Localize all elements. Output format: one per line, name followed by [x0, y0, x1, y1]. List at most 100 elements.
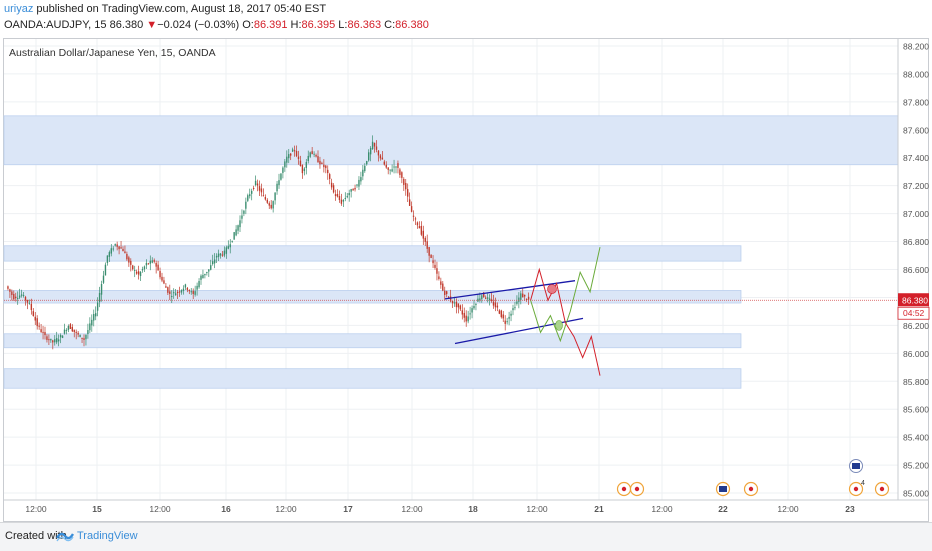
candle-body — [379, 155, 382, 159]
chart-frame[interactable] — [3, 38, 929, 522]
candle-body — [73, 329, 75, 333]
candle-body — [286, 156, 288, 163]
event-dot-icon — [879, 486, 885, 492]
candle-body — [96, 302, 99, 311]
candle-body — [447, 296, 450, 298]
candle-body — [407, 189, 409, 197]
candle-body — [274, 192, 276, 201]
candle-body — [436, 268, 438, 274]
candle-body — [272, 201, 274, 209]
x-tick-label: 23 — [845, 504, 855, 514]
candle-body — [106, 255, 109, 263]
candle-body — [20, 294, 23, 296]
y-tick-label: 87.800 — [903, 97, 929, 107]
candle-body — [266, 199, 268, 203]
last-price-tag — [898, 293, 929, 307]
candle-body — [221, 254, 224, 256]
candle-body — [348, 193, 350, 196]
candle-body — [309, 152, 311, 157]
y-tick-label: 86.200 — [903, 321, 929, 331]
candle-body — [485, 297, 487, 299]
candle-body — [262, 195, 265, 197]
candle-body — [295, 151, 298, 157]
au-flag-icon — [852, 463, 860, 469]
candle-body — [401, 172, 403, 178]
candle-body — [369, 148, 372, 155]
candle-body — [465, 315, 467, 322]
candle-body — [118, 246, 120, 250]
candle-body — [305, 162, 307, 169]
candle-body — [278, 180, 280, 186]
candle-body — [508, 316, 510, 319]
candle-body — [405, 182, 407, 190]
x-tick-label: 12:00 — [526, 504, 548, 514]
candle-body — [202, 274, 204, 279]
candle-body — [432, 260, 434, 264]
candle-body — [186, 288, 189, 290]
tradingview-brand-link[interactable]: TradingView — [77, 530, 138, 542]
candle-body — [213, 259, 216, 264]
candle-body — [15, 296, 17, 299]
candle-body — [252, 187, 255, 189]
candle-body — [184, 284, 187, 288]
candle-body — [395, 166, 397, 168]
candle-body — [440, 281, 442, 285]
candle-body — [54, 339, 56, 343]
publisher-link[interactable]: uriyaz — [4, 3, 34, 15]
candle-body — [467, 316, 469, 322]
candle-body — [321, 162, 323, 164]
candle-body — [194, 291, 196, 295]
candle-body — [383, 161, 385, 165]
candle-body — [167, 287, 169, 293]
candle-body — [516, 301, 518, 304]
candle-body — [223, 250, 226, 256]
candle-body — [510, 313, 512, 316]
candle-body — [157, 264, 159, 271]
candle-body — [120, 247, 122, 249]
y-tick-label: 85.000 — [903, 489, 929, 499]
candle-body — [371, 141, 374, 150]
candle-body — [93, 314, 95, 321]
candle-body — [52, 340, 54, 343]
candle-body — [494, 302, 497, 308]
candle-body — [319, 160, 321, 165]
candle-body — [237, 225, 239, 231]
candle-body — [444, 290, 446, 295]
candle-body — [258, 186, 261, 191]
candle-body — [188, 289, 190, 292]
candle-body — [141, 269, 144, 271]
x-tick-label: 18 — [468, 504, 478, 514]
candle-body — [514, 307, 516, 309]
candle-body — [354, 187, 356, 190]
candle-body — [449, 296, 452, 302]
candle-body — [155, 263, 157, 267]
last-price: 86.380 — [109, 19, 144, 31]
candle-body — [225, 247, 228, 254]
candle-body — [108, 252, 111, 257]
candle-body — [397, 163, 399, 168]
candle-body — [40, 329, 42, 333]
candle-body — [412, 215, 415, 217]
down-arrow-icon: ▼ — [146, 19, 158, 31]
candle-body — [329, 174, 331, 179]
candle-body — [512, 308, 514, 311]
candle-body — [71, 326, 73, 332]
candle-body — [325, 165, 327, 169]
countdown-tag — [897, 306, 930, 320]
candle-body — [34, 316, 36, 321]
candle-body — [18, 295, 21, 298]
candle-body — [135, 271, 138, 274]
candle-body — [498, 310, 501, 314]
x-tick-label: 16 — [221, 504, 231, 514]
candle-body — [174, 293, 177, 296]
candle-body — [231, 240, 233, 242]
candle-body — [408, 199, 411, 206]
candle-body — [344, 197, 346, 199]
candle-body — [303, 168, 306, 172]
candle-body — [159, 271, 161, 278]
candle-body — [276, 183, 278, 192]
candle-body — [69, 324, 72, 329]
y-tick-label: 85.200 — [903, 461, 929, 471]
candle-body — [327, 169, 329, 174]
